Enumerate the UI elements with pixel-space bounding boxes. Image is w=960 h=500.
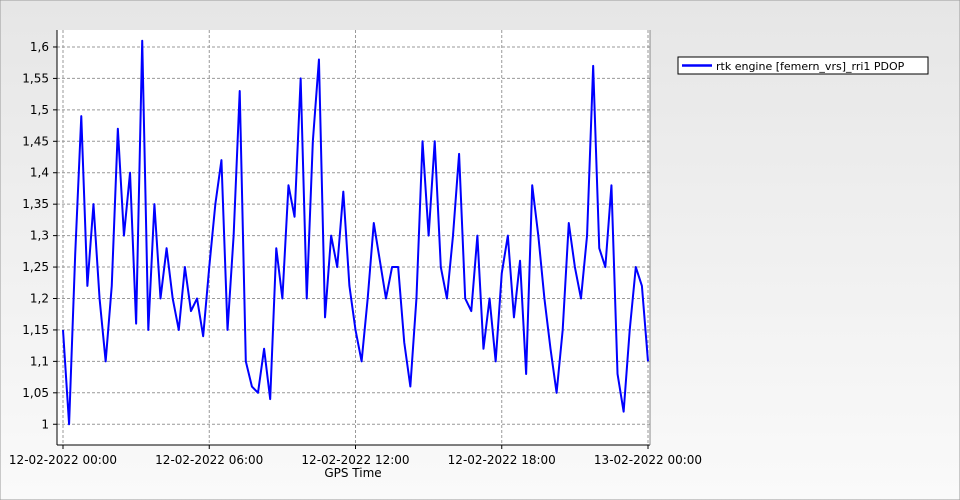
x-tick-label: 12-02-2022 00:00	[9, 453, 117, 467]
x-tick-label: 13-02-2022 00:00	[594, 453, 702, 467]
x-tick-label: 12-02-2022 18:00	[448, 453, 556, 467]
y-tick-label: 1,25	[22, 260, 49, 274]
y-tick-label: 1,15	[22, 323, 49, 337]
y-tick-label: 1,35	[22, 197, 49, 211]
y-tick-label: 1,5	[30, 103, 49, 117]
x-tick-label: 12-02-2022 12:00	[301, 453, 409, 467]
legend: rtk engine [femern_vrs]_rri1 PDOP	[677, 56, 929, 75]
y-tick-label: 1,4	[30, 166, 49, 180]
x-axis-label: GPS Time	[324, 466, 381, 480]
y-tick-label: 1,05	[22, 386, 49, 400]
y-tick-label: 1,1	[30, 354, 49, 368]
y-tick-label: 1,55	[22, 71, 49, 85]
legend-box	[677, 56, 929, 75]
y-tick-label: 1,2	[30, 291, 49, 305]
legend-label: rtk engine [femern_vrs]_rri1 PDOP	[716, 60, 905, 73]
y-tick-label: 1,45	[22, 134, 49, 148]
y-tick-label: 1,3	[30, 229, 49, 243]
data-line	[62, 39, 649, 426]
x-tick-label: 12-02-2022 06:00	[155, 453, 263, 467]
y-tick-label: 1	[41, 417, 49, 431]
y-tick-label: 1,6	[30, 40, 49, 54]
